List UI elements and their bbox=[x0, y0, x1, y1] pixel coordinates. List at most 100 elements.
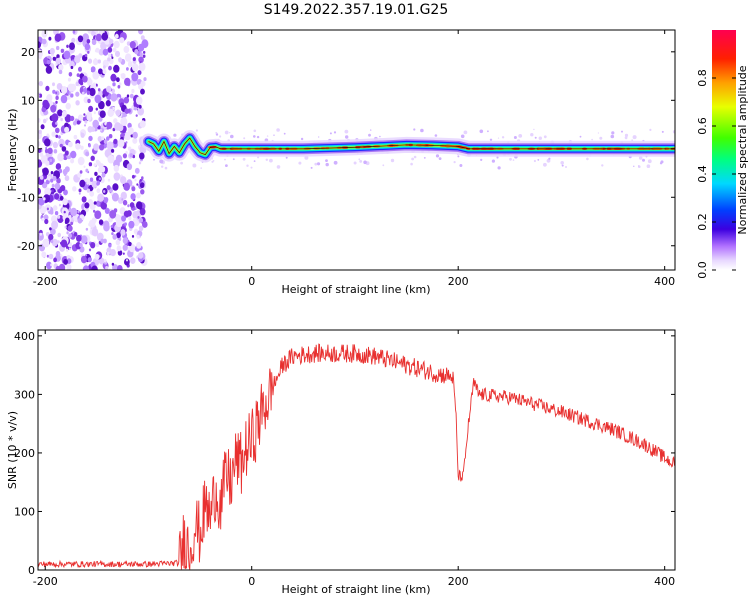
spectrogram-speckle bbox=[648, 159, 652, 163]
spectrogram-speckle bbox=[586, 158, 589, 161]
spectrogram-noise-blob bbox=[124, 108, 129, 114]
spectrogram-noise-blob bbox=[108, 244, 111, 248]
spectrogram-speckle bbox=[435, 134, 438, 137]
spectrogram-noise-blob bbox=[53, 258, 57, 263]
spectrogram-noise-blob bbox=[77, 210, 79, 213]
spectrogram-noise-blob bbox=[53, 205, 58, 211]
spectrogram-noise-blob bbox=[47, 255, 49, 258]
spectrogram-noise-blob bbox=[109, 39, 113, 44]
spectrogram-noise-blob bbox=[74, 232, 78, 237]
spectrogram-noise-blob bbox=[126, 259, 128, 261]
spectrogram-speckle bbox=[514, 136, 517, 139]
spectrogram-speckle bbox=[599, 137, 602, 140]
spectrogram-noise-blob bbox=[84, 166, 86, 168]
spectrogram-speckle bbox=[439, 157, 442, 160]
spectrogram-noise-blob bbox=[127, 163, 132, 170]
spectrogram-speckle bbox=[213, 160, 215, 162]
spectrogram-noise-blob bbox=[86, 181, 89, 184]
spectrogram-noise-blob bbox=[83, 265, 89, 273]
spectrogram-noise-blob bbox=[66, 231, 68, 234]
spectrogram-noise-blob bbox=[114, 122, 121, 131]
spectrogram-noise-blob bbox=[102, 173, 106, 178]
spectrogram-speckle bbox=[165, 167, 168, 170]
spectrogram-noise-blob bbox=[48, 37, 51, 41]
spectrogram-noise-blob bbox=[41, 124, 45, 129]
spectrogram-noise-blob bbox=[140, 120, 146, 128]
spectrogram-noise-blob bbox=[121, 215, 126, 221]
spectrogram-noise-blob bbox=[87, 51, 89, 54]
spectrogram-noise-blob bbox=[116, 77, 120, 82]
spectrogram-speckle bbox=[580, 136, 582, 138]
spectrogram-speckle bbox=[487, 130, 489, 132]
spectrogram-noise-blob bbox=[112, 107, 115, 110]
spectrogram-noise-blob bbox=[121, 192, 127, 200]
spectrogram-noise-blob bbox=[116, 110, 121, 117]
spectrogram-noise-blob bbox=[123, 153, 127, 158]
spectrogram-noise-blob bbox=[126, 141, 128, 144]
spectrogram-noise-blob bbox=[104, 259, 107, 263]
spectrogram-speckle bbox=[180, 162, 183, 165]
spectrogram-noise-blob bbox=[59, 264, 65, 272]
snr-xtick-label: 400 bbox=[654, 575, 675, 588]
spectrogram-speckle bbox=[411, 158, 414, 161]
spectrogram-speckle bbox=[498, 166, 501, 169]
spectrogram-noise-blob bbox=[108, 53, 111, 57]
spectrogram-speckle bbox=[257, 136, 259, 138]
spectrogram-noise-blob bbox=[113, 48, 117, 53]
snr-xtick-label: 0 bbox=[248, 575, 255, 588]
spectrogram-noise-blob bbox=[91, 31, 95, 36]
spectrogram-noise-blob bbox=[81, 256, 87, 263]
spectrogram-speckle bbox=[253, 135, 256, 138]
spectrogram-noise-blob bbox=[42, 168, 45, 172]
spectrogram-noise-blob bbox=[85, 152, 89, 157]
spectrogram-noise-blob bbox=[130, 94, 134, 99]
spectrogram-noise-blob bbox=[39, 81, 43, 86]
spectrogram-speckle bbox=[560, 161, 564, 165]
spectrogram-speckle bbox=[591, 139, 593, 141]
spectrogram-noise-blob bbox=[49, 159, 52, 162]
spectrogram-noise-blob bbox=[53, 142, 58, 149]
spectrogram-xtick-label: 400 bbox=[654, 275, 675, 288]
spectrogram-noise-blob bbox=[98, 167, 103, 173]
spectrogram-noise-blob bbox=[57, 109, 63, 116]
spectrogram-noise-blob bbox=[132, 175, 135, 179]
spectrogram-noise-blob bbox=[88, 59, 92, 64]
spectrogram-noise-blob bbox=[70, 222, 73, 225]
spectrogram-noise-blob bbox=[112, 234, 117, 240]
spectrogram-xtick-label: 0 bbox=[248, 275, 255, 288]
spectrogram-noise-blob bbox=[78, 35, 83, 42]
spectrogram-speckle bbox=[326, 163, 329, 166]
spectrogram-noise-blob bbox=[98, 88, 101, 91]
spectrogram-speckle bbox=[246, 165, 248, 167]
spectrogram-noise-blob bbox=[140, 179, 142, 182]
spectrogram-noise-blob bbox=[139, 226, 143, 232]
spectrogram-noise-blob bbox=[88, 223, 91, 227]
spectrogram-noise-blob bbox=[85, 254, 87, 256]
spectrogram-speckle bbox=[358, 158, 360, 160]
spectrogram-noise-blob bbox=[88, 144, 91, 148]
spectrogram-noise-blob bbox=[70, 116, 74, 121]
spectrogram-speckle bbox=[334, 131, 336, 133]
spectrogram-noise-blob bbox=[108, 66, 112, 71]
spectrogram-noise-blob bbox=[133, 132, 138, 139]
spectrogram-noise-blob bbox=[125, 53, 132, 61]
spectrogram-noise-blob bbox=[113, 65, 119, 73]
spectrogram-noise-blob bbox=[65, 150, 69, 155]
spectrogram-noise-blob bbox=[88, 257, 92, 262]
spectrogram-noise-blob bbox=[42, 30, 48, 37]
spectrogram-speckle bbox=[382, 164, 384, 166]
spectrogram-noise-blob bbox=[131, 89, 134, 93]
spectrogram-noise-blob bbox=[55, 96, 58, 100]
spectrogram-noise-blob bbox=[43, 239, 50, 248]
spectrogram-noise-blob bbox=[82, 196, 87, 202]
spectrogram-noise-blob bbox=[100, 129, 102, 132]
spectrogram-speckle bbox=[243, 158, 246, 161]
spectrogram-speckle bbox=[598, 132, 599, 133]
spectrogram-noise-blob bbox=[132, 63, 139, 71]
spectrogram-noise-blob bbox=[96, 182, 99, 186]
spectrogram-speckle bbox=[224, 159, 226, 161]
colorbar-tick-label: 0.4 bbox=[696, 165, 709, 183]
spectrogram-noise-blob bbox=[94, 111, 96, 114]
colorbar-tick-label: 0.0 bbox=[696, 261, 709, 279]
spectrogram-speckle bbox=[642, 159, 645, 162]
